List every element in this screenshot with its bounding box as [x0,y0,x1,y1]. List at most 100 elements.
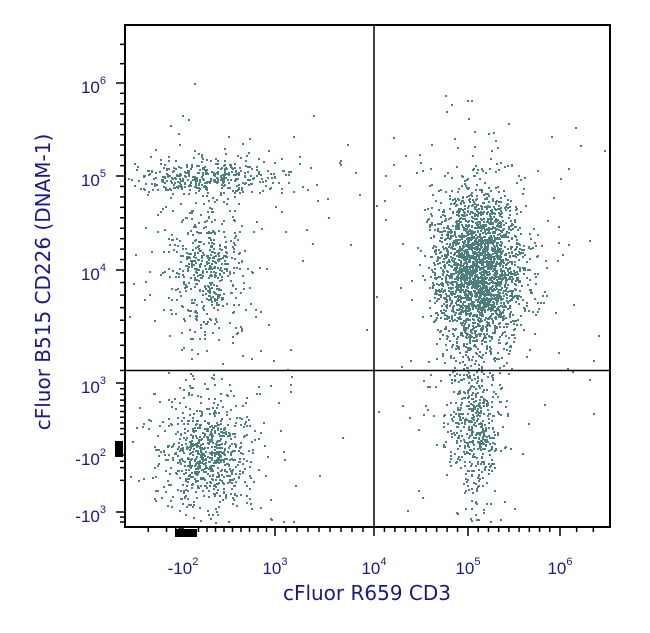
data-point [190,288,192,290]
data-point [222,432,224,434]
data-point [230,292,232,294]
data-point [261,228,263,230]
data-point [478,243,480,245]
data-point [196,304,198,306]
data-point [212,197,214,199]
data-point [486,254,488,256]
data-point [506,362,508,364]
data-point [220,423,222,425]
data-point [461,277,463,279]
data-point [494,325,496,327]
data-point [453,391,455,393]
data-point [178,442,180,444]
data-point [467,307,469,309]
data-point [199,446,201,448]
data-point [516,324,518,326]
data-point [458,220,460,222]
data-point [471,379,473,381]
data-point [215,412,217,414]
data-point [173,443,175,445]
data-point [529,349,531,351]
data-point [505,406,507,408]
data-point [166,180,168,182]
data-point [274,177,276,179]
data-point [507,302,509,304]
data-point [489,232,491,234]
data-point [238,187,240,189]
data-point [472,212,474,214]
data-point [135,254,137,256]
data-point [492,285,494,287]
data-point [519,253,521,255]
data-point [232,312,234,314]
data-point [211,377,213,379]
data-point [271,519,273,521]
data-point [530,292,532,294]
data-point [193,517,195,519]
data-point [489,282,491,284]
data-point [219,274,221,276]
data-point [493,235,495,237]
data-point [499,384,501,386]
data-point [221,418,223,420]
data-point [433,415,435,417]
data-point [447,236,449,238]
data-point [450,414,452,416]
data-point [490,315,492,317]
data-point [448,275,450,277]
data-point [474,422,476,424]
data-point [529,258,531,260]
data-point [183,473,185,475]
data-point [491,406,493,408]
data-point [209,207,211,209]
data-point [482,391,484,393]
data-point [464,301,466,303]
data-point [491,338,493,340]
data-point [464,208,466,210]
data-point [535,283,537,285]
data-point [479,281,481,283]
data-point [190,182,192,184]
data-point [188,392,190,394]
data-point [218,433,220,435]
data-point [528,423,530,425]
data-point [224,246,226,248]
data-point [459,210,461,212]
data-point [443,258,445,260]
data-point [523,245,525,247]
data-point [490,222,492,224]
data-point [490,220,492,222]
data-point [464,297,466,299]
data-point [484,198,486,200]
data-point [215,181,217,183]
data-point [217,309,219,311]
data-point [485,293,487,295]
data-point [246,425,248,427]
data-point [507,199,509,201]
data-point [218,506,220,508]
data-point [474,315,476,317]
data-point [178,470,180,472]
data-point [234,485,236,487]
data-point [285,174,287,176]
data-point [238,184,240,186]
data-point [495,209,497,211]
data-point [560,178,562,180]
data-point [469,453,471,455]
data-point [290,349,292,351]
data-point [200,324,202,326]
data-point [424,255,426,257]
data-point [214,201,216,203]
data-point [217,267,219,269]
data-point [450,237,452,239]
data-point [208,216,210,218]
data-point [212,332,214,334]
data-point [457,263,459,265]
data-point [445,238,447,240]
data-point [175,472,177,474]
data-point [478,437,480,439]
data-point [598,335,600,337]
data-point [455,312,457,314]
data-point [487,441,489,443]
data-point [460,301,462,303]
